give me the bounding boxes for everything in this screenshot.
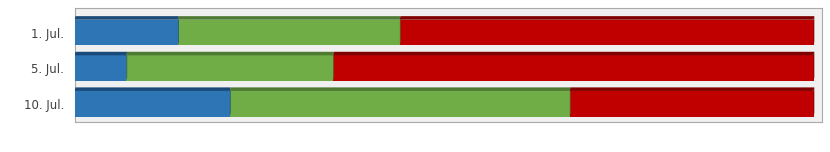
Bar xyxy=(230,91,569,117)
Polygon shape xyxy=(75,52,127,55)
Polygon shape xyxy=(400,16,814,20)
Bar xyxy=(126,55,334,81)
Bar xyxy=(569,91,813,117)
Bar xyxy=(75,20,178,45)
Bar xyxy=(334,55,813,81)
Polygon shape xyxy=(334,52,814,55)
Bar xyxy=(75,91,230,117)
Polygon shape xyxy=(75,87,231,91)
Bar xyxy=(75,55,126,81)
Bar xyxy=(178,20,400,45)
Polygon shape xyxy=(230,87,570,91)
Polygon shape xyxy=(178,16,401,20)
Polygon shape xyxy=(126,52,334,55)
Polygon shape xyxy=(569,87,814,91)
Bar xyxy=(400,20,813,45)
Polygon shape xyxy=(75,16,179,20)
